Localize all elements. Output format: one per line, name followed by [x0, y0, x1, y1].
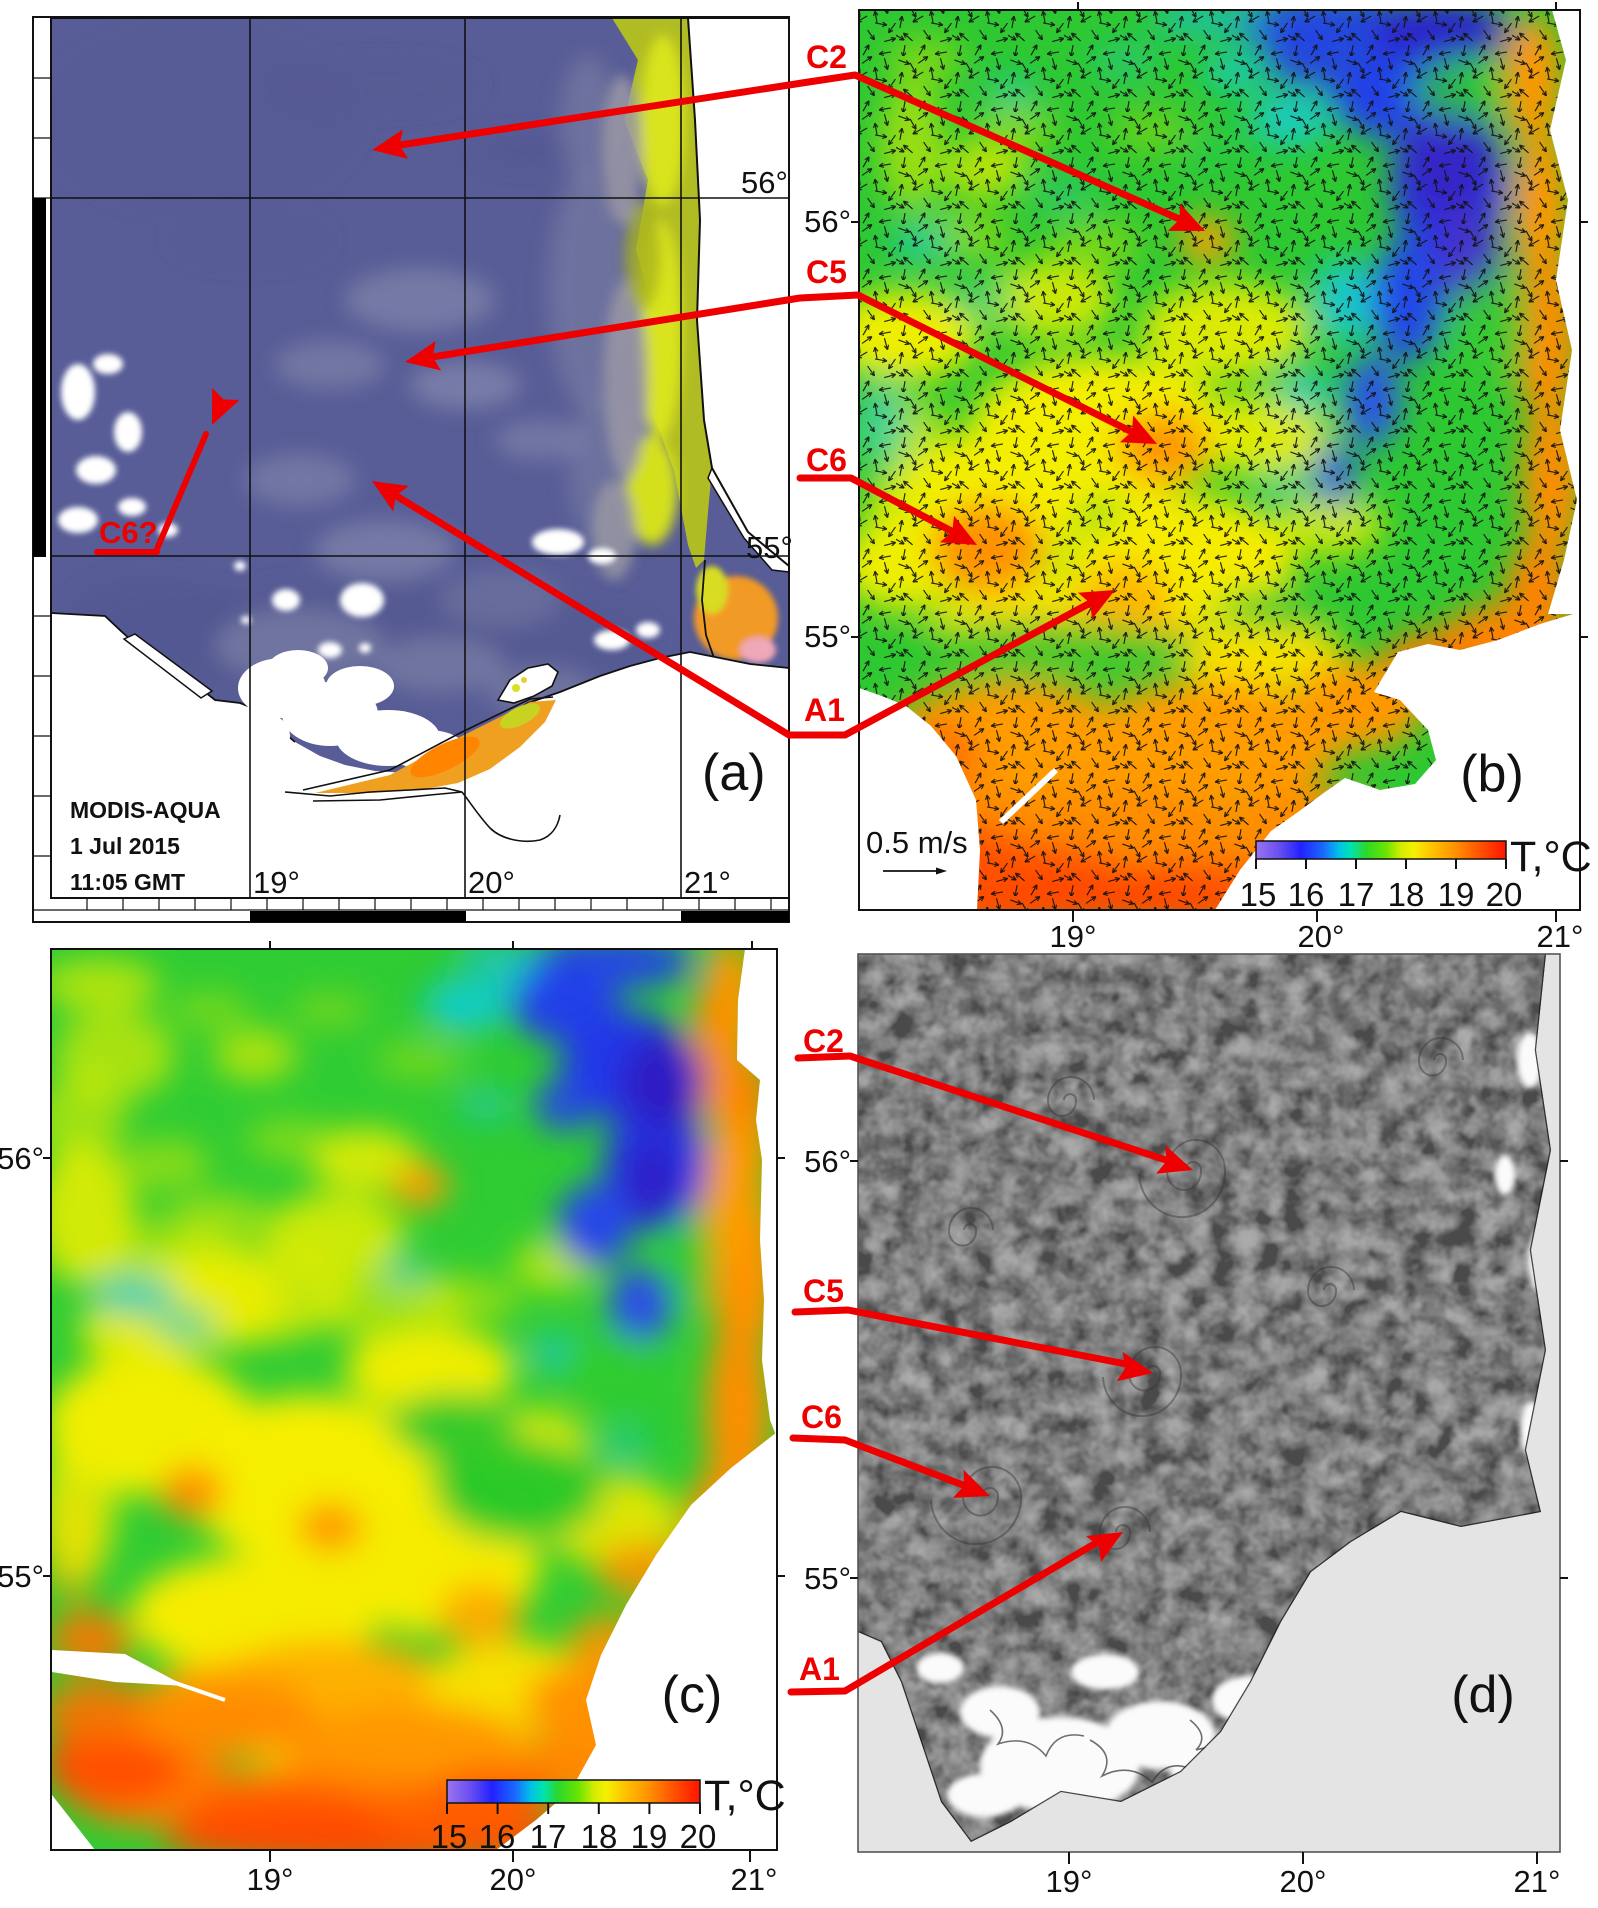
svg-text:MODIS-AQUA: MODIS-AQUA [70, 797, 221, 823]
svg-text:C6?: C6? [99, 515, 158, 550]
svg-text:20: 20 [680, 1818, 717, 1855]
svg-text:C5: C5 [803, 1273, 844, 1309]
svg-text:11:05 GMT: 11:05 GMT [70, 869, 185, 895]
svg-text:20: 20 [1486, 876, 1523, 913]
svg-text:55°: 55° [804, 619, 851, 654]
svg-text:(c): (c) [662, 1666, 723, 1724]
svg-text:21°: 21° [684, 865, 731, 900]
svg-text:T,°C: T,°C [704, 1772, 786, 1820]
svg-text:20°: 20° [490, 1862, 537, 1897]
svg-text:21°: 21° [1537, 919, 1584, 954]
svg-text:C6: C6 [806, 442, 847, 478]
svg-text:A1: A1 [804, 692, 845, 728]
svg-text:A1: A1 [799, 1651, 840, 1687]
svg-text:56°: 56° [741, 165, 788, 200]
svg-text:C2: C2 [806, 39, 847, 75]
svg-text:0.5 m/s: 0.5 m/s [866, 825, 968, 860]
svg-text:21°: 21° [731, 1862, 778, 1897]
svg-text:16: 16 [479, 1818, 516, 1855]
svg-text:18: 18 [1388, 876, 1425, 913]
svg-text:15: 15 [1240, 876, 1277, 913]
svg-text:C6: C6 [801, 1399, 842, 1435]
svg-text:56°: 56° [0, 1141, 44, 1176]
svg-text:20°: 20° [1298, 919, 1345, 954]
svg-text:55°: 55° [0, 1559, 44, 1594]
svg-text:1 Jul 2015: 1 Jul 2015 [70, 833, 180, 859]
svg-text:56°: 56° [804, 204, 851, 239]
svg-text:19: 19 [631, 1818, 668, 1855]
svg-text:17: 17 [1338, 876, 1375, 913]
svg-text:T,°C: T,°C [1510, 833, 1592, 881]
svg-text:19: 19 [1438, 876, 1475, 913]
svg-text:19°: 19° [253, 865, 300, 900]
svg-text:(b): (b) [1460, 745, 1524, 803]
svg-text:15: 15 [431, 1818, 468, 1855]
svg-text:19°: 19° [1046, 1864, 1093, 1899]
svg-text:19°: 19° [1050, 919, 1097, 954]
svg-text:20°: 20° [1280, 1864, 1327, 1899]
svg-text:19°: 19° [247, 1862, 294, 1897]
svg-text:C2: C2 [803, 1023, 844, 1059]
svg-text:16: 16 [1288, 876, 1325, 913]
svg-text:55°: 55° [746, 530, 793, 565]
svg-text:21°: 21° [1514, 1864, 1561, 1899]
svg-text:56°: 56° [804, 1144, 851, 1179]
svg-text:17: 17 [530, 1818, 567, 1855]
svg-text:(d): (d) [1451, 1666, 1515, 1724]
svg-text:(a): (a) [702, 744, 766, 802]
svg-text:18: 18 [581, 1818, 618, 1855]
svg-text:55°: 55° [804, 1561, 851, 1596]
svg-text:C5: C5 [806, 254, 847, 290]
svg-text:20°: 20° [468, 865, 515, 900]
